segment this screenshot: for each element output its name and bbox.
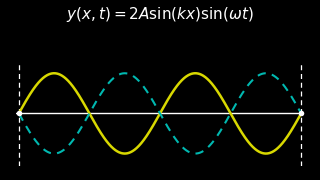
- Text: $y(x,t) = 2A\sin(kx)\sin(\omega t)$: $y(x,t) = 2A\sin(kx)\sin(\omega t)$: [66, 5, 254, 24]
